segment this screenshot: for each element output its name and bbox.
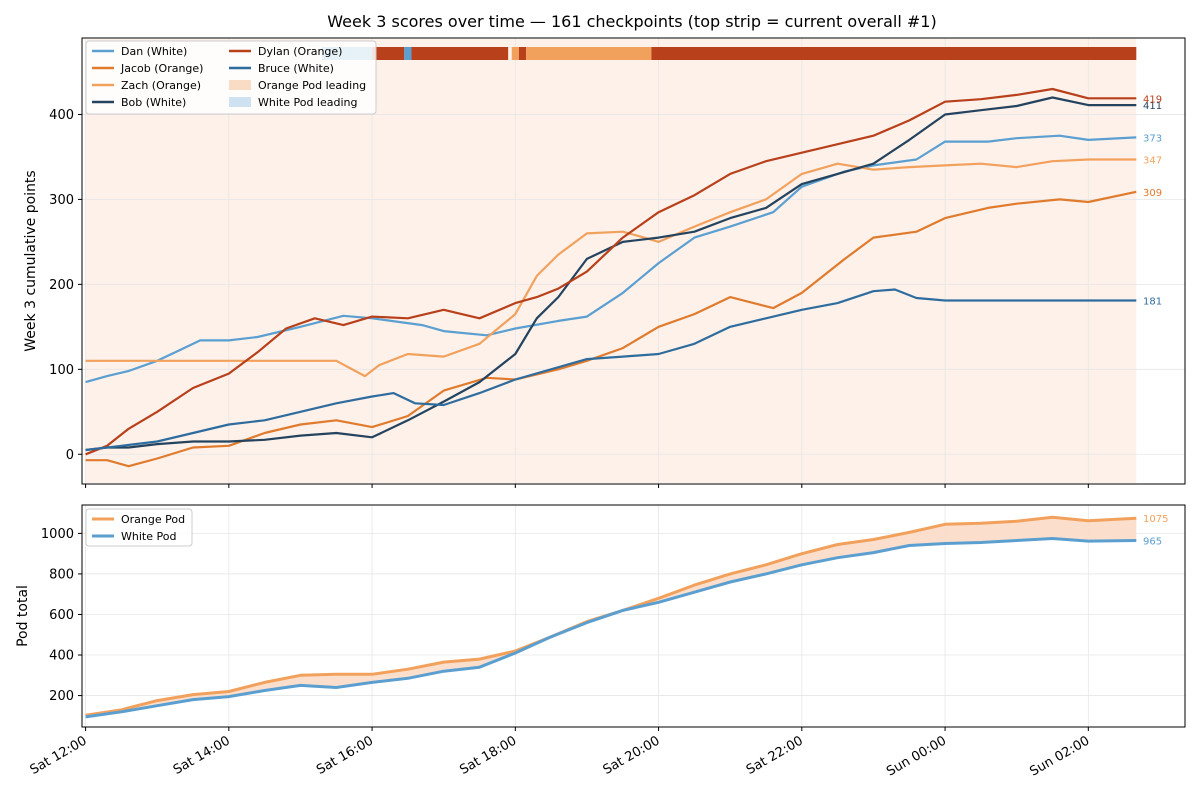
final-value-dylan-orange: 419 bbox=[1143, 94, 1162, 105]
series-line-orange-pod bbox=[85, 515, 1137, 717]
legend-label-white-pod: White Pod bbox=[121, 530, 176, 543]
x-tick-label: Sat 20:00 bbox=[601, 733, 663, 777]
x-tick-label: Sat 12:00 bbox=[28, 733, 90, 777]
bottom-legend: Orange Pod White Pod bbox=[85, 508, 193, 547]
leader-strip-segment bbox=[404, 47, 412, 60]
legend-label-orange-pod: Orange Pod bbox=[121, 513, 185, 526]
legend-label-dan-white: Dan (White) bbox=[121, 45, 187, 58]
x-tick-label: Sat 16:00 bbox=[314, 733, 376, 777]
y-tick-label: 600 bbox=[49, 608, 74, 623]
y-tick-label: 1000 bbox=[41, 527, 74, 542]
leader-strip-segment bbox=[518, 47, 527, 60]
legend-label-dylan-orange: Dylan (Orange) bbox=[258, 45, 342, 58]
bottom-plot-frame bbox=[81, 504, 1186, 728]
legend-swatch-white-pod-leading bbox=[229, 97, 251, 107]
series-line-bob-white bbox=[85, 96, 1137, 452]
bottom-plot: 1075 965 200 400 600 800 1000 Sat 12:00 Sat 14… bbox=[15, 504, 1186, 780]
final-value-jacob-orange: 309 bbox=[1143, 188, 1162, 199]
legend-swatch-orange-pod-leading bbox=[229, 80, 251, 90]
x-tick-label: Sun 00:00 bbox=[884, 733, 949, 779]
final-value-bob-white: 411 bbox=[1143, 101, 1162, 112]
series-line-dan-white bbox=[85, 134, 1137, 384]
leader-strip-segment bbox=[526, 47, 652, 60]
x-tick-label: Sat 18:00 bbox=[457, 733, 519, 777]
top-y-axis-label: Week 3 cumulative points bbox=[23, 170, 39, 351]
final-value-dan-white: 373 bbox=[1143, 133, 1162, 144]
legend-label-zach-orange: Zach (Orange) bbox=[121, 79, 201, 92]
top-legend: Dan (White) Jacob (Orange) Zach (Orange) Bo… bbox=[85, 40, 377, 115]
legend-label-white-pod-leading: White Pod leading bbox=[258, 96, 358, 109]
y-tick-label: 400 bbox=[49, 108, 74, 123]
legend-label-bruce-white: Bruce (White) bbox=[258, 62, 334, 75]
pod-gap-area bbox=[85, 517, 1137, 717]
y-tick-label: 800 bbox=[49, 567, 74, 582]
y-tick-label: 300 bbox=[49, 193, 74, 208]
bottom-y-axis-label: Pod total bbox=[15, 585, 31, 647]
legend-label-orange-pod-leading: Orange Pod leading bbox=[258, 79, 366, 92]
final-value-bruce-white: 181 bbox=[1143, 297, 1162, 308]
series-line-jacob-orange bbox=[85, 190, 1137, 468]
leader-strip bbox=[321, 47, 1137, 60]
y-tick-label: 100 bbox=[49, 363, 74, 378]
y-tick-label: 200 bbox=[49, 689, 74, 704]
leader-strip-segment bbox=[651, 47, 1137, 60]
top-plot-frame bbox=[81, 37, 1186, 485]
leader-strip-segment bbox=[372, 47, 405, 60]
chart-title: Week 3 scores over time — 161 checkpoint… bbox=[327, 12, 936, 31]
series-line-zach-orange bbox=[85, 158, 1137, 378]
leader-strip-segment bbox=[511, 47, 519, 60]
legend-box bbox=[85, 40, 377, 115]
x-tick-label: Sat 14:00 bbox=[171, 733, 233, 777]
leader-strip-segment bbox=[411, 47, 509, 60]
y-tick-label: 0 bbox=[66, 448, 74, 463]
final-value-white-pod: 965 bbox=[1143, 536, 1162, 547]
x-tick-label: Sat 22:00 bbox=[744, 733, 806, 777]
legend-label-bob-white: Bob (White) bbox=[121, 96, 186, 109]
series-line-white-pod bbox=[85, 537, 1137, 719]
final-value-zach-orange: 347 bbox=[1143, 155, 1162, 166]
legend-label-jacob-orange: Jacob (Orange) bbox=[120, 62, 203, 75]
final-value-orange-pod: 1075 bbox=[1143, 514, 1168, 525]
series-line-bruce-white bbox=[85, 288, 1137, 452]
y-tick-label: 200 bbox=[49, 278, 74, 293]
y-tick-label: 400 bbox=[49, 649, 74, 664]
x-tick-label: Sun 02:00 bbox=[1027, 733, 1092, 779]
series-line-dylan-orange bbox=[85, 87, 1137, 456]
